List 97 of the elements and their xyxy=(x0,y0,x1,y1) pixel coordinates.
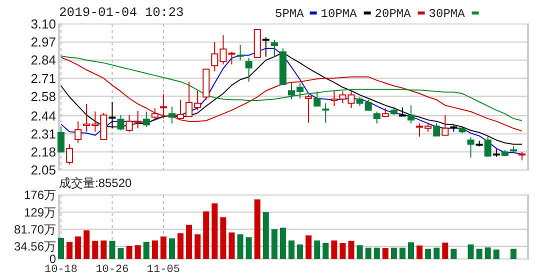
candlestick xyxy=(74,120,82,144)
y-tick-label: 34.56万 xyxy=(14,240,56,254)
bar xyxy=(390,248,397,259)
candlestick xyxy=(58,126,64,152)
bar xyxy=(160,236,166,259)
bar xyxy=(416,246,423,259)
bar xyxy=(382,248,388,259)
bar xyxy=(314,240,320,259)
bar xyxy=(194,234,201,259)
candlestick xyxy=(408,104,415,124)
bar xyxy=(203,211,210,259)
bar xyxy=(109,240,116,259)
candlestick xyxy=(245,58,252,82)
bar xyxy=(186,224,192,259)
bar xyxy=(246,237,252,259)
x-tick-label: 10-18 xyxy=(44,264,78,276)
legend-label: 10PMA xyxy=(320,7,358,22)
candlestick xyxy=(398,106,406,117)
bar xyxy=(468,244,474,259)
y-tick-label: 176万 xyxy=(24,188,56,202)
bar xyxy=(450,248,457,259)
candlestick xyxy=(322,102,330,124)
candlestick xyxy=(236,44,244,61)
y-tick-label: 2.18 xyxy=(30,144,56,160)
candlestick xyxy=(433,122,440,136)
bar xyxy=(271,229,278,259)
legend-label: 30PMA xyxy=(428,7,466,22)
bar xyxy=(75,236,82,259)
line-series xyxy=(60,55,522,122)
bar xyxy=(237,234,244,259)
bar xyxy=(399,248,406,259)
bar xyxy=(322,243,329,259)
y-tick-label: 129万 xyxy=(24,205,56,220)
bar xyxy=(100,240,107,259)
bar xyxy=(356,245,363,259)
candlestick xyxy=(467,136,474,158)
candlestick xyxy=(151,108,158,120)
bar xyxy=(340,243,346,259)
bar xyxy=(118,248,124,259)
y-tick-label: 81.70万 xyxy=(14,222,56,236)
text: 成交量:85520 xyxy=(59,176,132,190)
candlestick xyxy=(66,144,74,165)
bar xyxy=(168,238,175,259)
bar xyxy=(434,248,440,259)
line-series xyxy=(60,56,522,132)
x-tick-label: 11-05 xyxy=(146,264,180,276)
bar xyxy=(510,248,516,259)
y-tick-label: 2.31 xyxy=(30,126,56,142)
y-tick-label: 2.05 xyxy=(30,162,56,178)
candlestick xyxy=(305,94,312,124)
bar xyxy=(348,240,354,259)
y-tick-label: 2.44 xyxy=(30,108,56,124)
candlestick xyxy=(484,136,492,158)
bar xyxy=(220,217,226,259)
bar xyxy=(365,248,372,259)
bar xyxy=(425,248,432,259)
candlestick xyxy=(348,90,355,109)
y-tick-label: 2.71 xyxy=(30,70,56,86)
y-tick-label: 2.84 xyxy=(30,52,56,68)
candlestick xyxy=(160,94,167,120)
bar xyxy=(374,248,380,259)
candlestick xyxy=(314,90,321,107)
candlestick xyxy=(142,111,150,128)
candlestick xyxy=(270,39,278,56)
x-tick-label: 10-26 xyxy=(96,264,129,276)
bar xyxy=(297,244,304,259)
bar xyxy=(331,240,338,259)
bar xyxy=(228,232,235,259)
bar xyxy=(442,242,448,259)
bar xyxy=(254,199,260,259)
legend-label: 5PMA xyxy=(275,7,305,22)
bar xyxy=(262,212,269,259)
candlestick xyxy=(373,111,380,124)
candlestick xyxy=(168,106,176,124)
bar xyxy=(408,242,414,259)
chart-title: 2019-01-04 10:23 xyxy=(59,5,184,20)
bar xyxy=(152,240,158,259)
bar xyxy=(134,245,141,259)
legend-label: 20PMA xyxy=(374,7,412,22)
bar xyxy=(126,246,132,259)
bar xyxy=(84,230,90,259)
bar xyxy=(476,248,482,259)
bar xyxy=(143,242,150,259)
y-tick-label: 2.58 xyxy=(30,88,56,104)
bar xyxy=(66,242,73,259)
bar xyxy=(212,203,218,259)
bar xyxy=(484,247,491,259)
bar xyxy=(58,238,64,259)
bar xyxy=(493,250,500,259)
y-tick-label: 2.97 xyxy=(30,34,56,50)
bar xyxy=(288,240,294,259)
y-tick-label: 3.10 xyxy=(30,16,56,32)
bar xyxy=(306,235,312,259)
bar xyxy=(178,233,184,259)
bar xyxy=(92,240,98,259)
candlestick xyxy=(117,114,124,131)
bar xyxy=(280,228,286,259)
